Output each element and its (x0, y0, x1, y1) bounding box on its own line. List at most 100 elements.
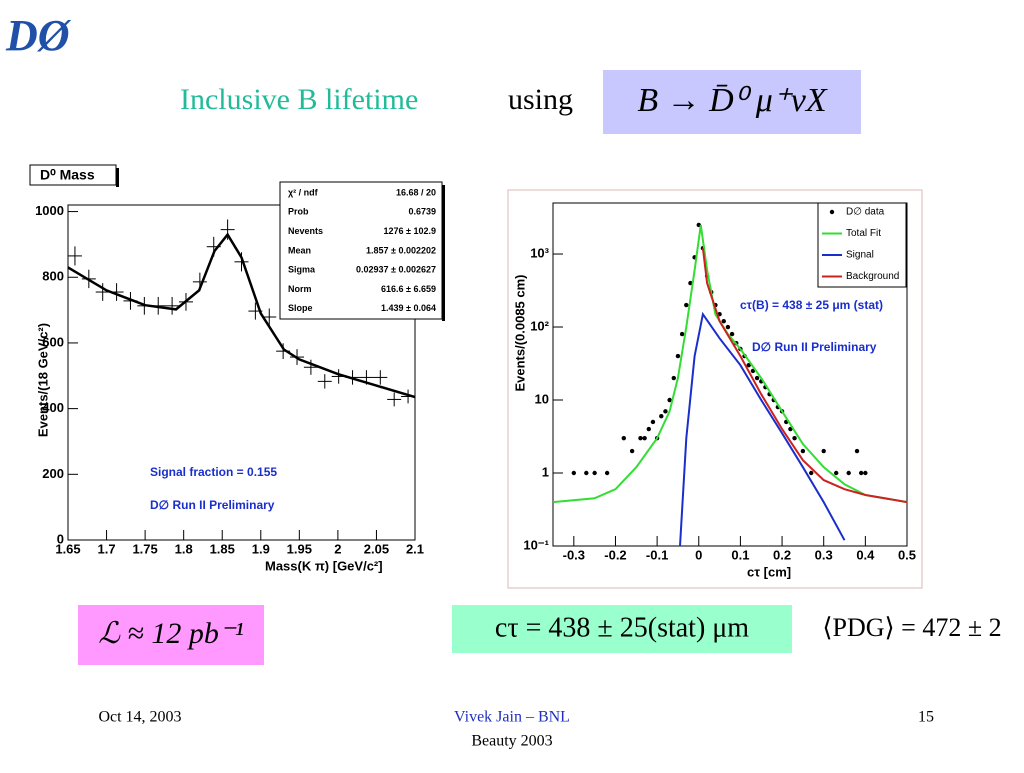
result-box (452, 605, 792, 653)
stats-label: χ² / ndf (288, 187, 319, 197)
y-tick-label: 1000 (35, 203, 64, 218)
y-tick-label: 400 (42, 400, 64, 415)
x-tick-label: 2.1 (406, 541, 424, 556)
legend-marker (829, 209, 835, 215)
y-tick-label: 800 (42, 269, 64, 284)
legend-label: D∅ data (846, 207, 885, 218)
x-tick-label: 1.75 (132, 541, 157, 556)
data-point (754, 375, 760, 381)
data-point (684, 302, 689, 308)
annotation: Signal fraction = 0.155 (150, 465, 277, 479)
footer-author: Vivek Jain – BNL (454, 709, 570, 726)
x-axis-label: cτ [cm] (747, 564, 791, 579)
formula: B → D̄⁰ μ⁺νX (637, 82, 828, 119)
stats-value: 616.6 ± 6.659 (381, 284, 436, 294)
legend-label: Signal (846, 250, 874, 261)
stats-label: Sigma (288, 265, 316, 275)
logo: DØ (5, 11, 72, 60)
annotation: D∅ Run II Preliminary (150, 498, 275, 512)
annotation: cτ(B) = 438 ± 25 μm (stat) (740, 298, 883, 312)
stats-box (279, 181, 443, 320)
data-point (663, 409, 668, 414)
data-point (659, 414, 664, 419)
x-tick-label: 0.5 (898, 547, 916, 562)
data-point (792, 435, 797, 441)
data-point (688, 280, 693, 286)
data-point (642, 435, 647, 441)
data-point (679, 331, 685, 337)
formula-box (603, 70, 861, 134)
y-tick-label: 600 (42, 334, 64, 349)
x-tick-label: -0.2 (604, 547, 626, 562)
x-tick-label: 1.65 (55, 541, 80, 556)
y-tick-label: 10² (530, 318, 549, 333)
y-axis-label: Events/(0.0085 cm) (512, 274, 527, 391)
x-tick-label: -0.3 (563, 547, 585, 562)
data-point (646, 426, 651, 432)
pdg: ⟨PDG⟩ = 472 ± 2 (822, 613, 1001, 642)
slide-title-tail: using (508, 83, 573, 116)
x-tick-label: 0.1 (731, 547, 749, 562)
stats-value: 1.857 ± 0.002202 (366, 245, 436, 255)
data-point (629, 448, 635, 454)
title-shadow (116, 168, 119, 187)
data-point (571, 470, 577, 476)
footer-event: Beauty 2003 (471, 733, 552, 750)
x-tick-label: 0 (695, 547, 702, 562)
stats-value: 0.6739 (408, 207, 436, 217)
y-tick-label: 1 (542, 464, 549, 479)
x-tick-label: 1.9 (252, 541, 270, 556)
annotation: D∅ Run II Preliminary (752, 340, 877, 354)
legend-label: Background (846, 271, 899, 282)
stats-label: Norm (288, 284, 312, 294)
data-point (725, 324, 731, 330)
data-point (834, 470, 839, 476)
y-tick-label: 200 (42, 466, 64, 481)
stats-value: 1.439 ± 0.064 (381, 303, 436, 313)
y-tick-label: 0 (57, 531, 64, 546)
x-tick-label: 2.05 (364, 541, 389, 556)
y-tick-label: 10⁻¹ (523, 537, 549, 552)
stats-value: 16.68 / 20 (396, 187, 436, 197)
x-tick-label: 1.85 (210, 541, 235, 556)
data-point (584, 470, 589, 476)
data-point (809, 470, 814, 476)
data-point (721, 319, 726, 324)
slide-title: Inclusive B lifetime (180, 83, 418, 116)
y-axis-label: Events/(18 GeV/c²) (35, 323, 50, 437)
stats-value: 1276 ± 102.9 (384, 226, 436, 236)
stats-label: Nevents (288, 226, 323, 236)
fit-line (552, 224, 908, 504)
x-tick-label: 0.4 (856, 547, 875, 562)
footer-page: 15 (918, 709, 934, 726)
data-point (650, 419, 656, 425)
x-tick-label: 1.7 (98, 541, 116, 556)
data-point (854, 448, 860, 454)
data-point (729, 331, 735, 337)
data-point (863, 470, 868, 476)
y-tick-label: 10³ (530, 245, 549, 260)
data-point (746, 362, 751, 368)
data-point (667, 397, 672, 403)
data-point (800, 448, 806, 454)
legend-box (817, 202, 907, 288)
x-axis-label: Mass(K π) [GeV/c²] (265, 558, 383, 573)
data-point (750, 368, 756, 374)
y-tick-label: 10 (535, 391, 549, 406)
fit-line (701, 248, 908, 504)
footer-date: Oct 14, 2003 (98, 709, 181, 726)
stats-label: Mean (288, 245, 311, 255)
data-point (675, 353, 681, 359)
data-point (671, 375, 676, 381)
stats-value: 0.02937 ± 0.002627 (356, 265, 436, 275)
fit-line (679, 311, 846, 547)
x-tick-label: 0.3 (815, 547, 833, 562)
result: cτ = 438 ± 25(stat) μm (495, 612, 749, 643)
stats-label: Slope (288, 303, 313, 313)
x-tick-label: 2 (334, 541, 341, 556)
x-tick-label: 1.8 (175, 541, 193, 556)
data-point (788, 426, 793, 432)
lumi: ℒ ≈ 12 pb⁻¹ (98, 617, 243, 650)
x-tick-label: 0.2 (773, 547, 791, 562)
